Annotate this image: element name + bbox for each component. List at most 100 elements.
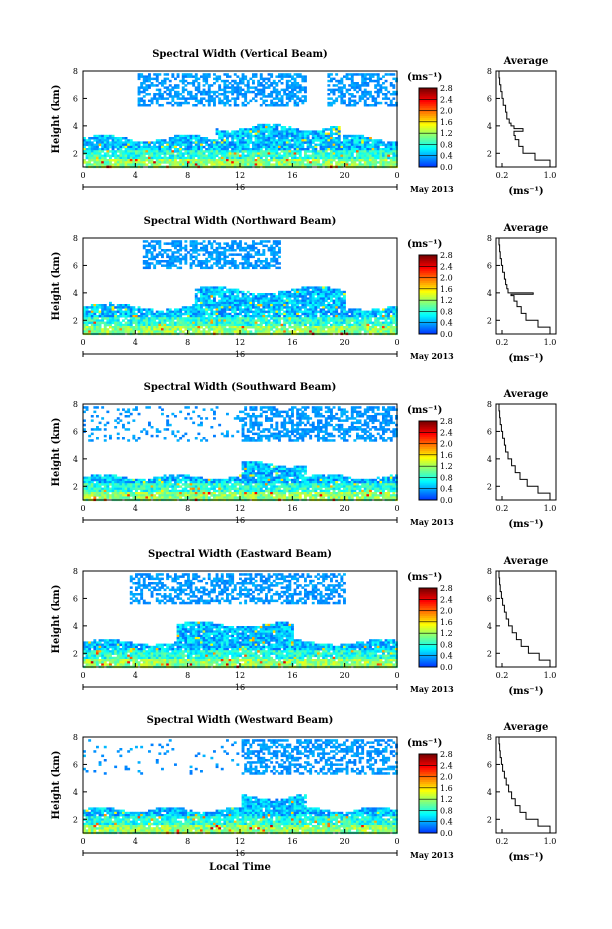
heatmap-cell	[88, 139, 92, 142]
heatmap-cell	[296, 104, 300, 107]
heatmap-cell	[283, 154, 287, 158]
heatmap-cell	[111, 321, 115, 325]
heatmap-cell	[384, 312, 388, 316]
heatmap-cell	[158, 93, 162, 96]
heatmap-cell	[254, 145, 258, 149]
heatmap-cell	[132, 330, 136, 333]
heatmap-cell	[304, 150, 307, 153]
heatmap-cell	[124, 159, 128, 162]
heatmap-cell	[101, 321, 105, 325]
heatmap-cell	[382, 97, 385, 100]
heatmap-cell	[228, 249, 232, 252]
heatmap-cell	[132, 150, 136, 153]
heatmap-cell	[223, 88, 227, 92]
heatmap-cell	[239, 299, 242, 303]
heatmap-cell	[171, 75, 175, 78]
heatmap-cell	[335, 306, 339, 309]
heatmap-cell	[288, 321, 292, 325]
heatmap-cell	[332, 141, 336, 144]
heatmap-cell	[324, 299, 328, 303]
heatmap-cell	[189, 97, 193, 100]
heatmap-cell	[335, 126, 339, 129]
heatmap-cell	[330, 156, 333, 160]
heatmap-cell	[259, 77, 263, 81]
heatmap-cell	[142, 95, 146, 98]
heatmap-cell	[283, 90, 287, 94]
heatmap-cell	[241, 163, 245, 166]
heatmap-cell	[306, 134, 310, 138]
heatmap-cell	[327, 97, 331, 100]
heatmap-cell	[252, 255, 255, 259]
heatmap-cell	[285, 319, 289, 322]
heatmap-cell	[298, 139, 302, 142]
heatmap-cell	[184, 145, 188, 149]
heatmap-cell	[106, 148, 110, 151]
heatmap-cell	[293, 328, 297, 331]
heatmap-cell	[88, 487, 92, 491]
heatmap-cell	[200, 249, 203, 252]
heatmap-cell	[176, 328, 180, 331]
heatmap-cell	[361, 84, 365, 87]
heatmap-cell	[254, 132, 258, 136]
heatmap-cell	[376, 93, 380, 96]
heatmap-cell	[382, 321, 385, 325]
heatmap-cell	[174, 95, 177, 98]
heatmap-cell	[150, 148, 154, 151]
heatmap-cell	[155, 330, 159, 333]
heatmap-cell	[168, 161, 172, 164]
heatmap-cell	[350, 328, 354, 331]
heatmap-cell	[223, 134, 227, 138]
heatmap-cell	[244, 246, 248, 250]
heatmap-cell	[343, 319, 346, 322]
heatmap-cell	[275, 97, 279, 100]
heatmap-cell	[116, 141, 120, 144]
heatmap-cell	[348, 101, 352, 105]
heatmap-cell	[374, 310, 378, 314]
colorbar-swatch	[419, 270, 437, 274]
heatmap-cell	[288, 126, 292, 129]
x-tick-label: 0	[394, 171, 399, 180]
heatmap-cell	[106, 134, 110, 138]
heatmap-cell	[106, 328, 110, 331]
heatmap-cell	[322, 134, 326, 138]
colorbar-swatch	[419, 314, 437, 317]
heatmap-cell	[233, 79, 237, 83]
heatmap-cell	[265, 163, 268, 166]
heatmap-cell	[231, 240, 235, 243]
profile-y-tick-label: 8	[487, 67, 492, 76]
heatmap-cell	[311, 297, 315, 300]
heatmap-cell	[254, 306, 258, 309]
heatmap-cell	[244, 132, 248, 136]
heatmap-cell	[90, 321, 94, 325]
heatmap-cell	[233, 315, 237, 318]
heatmap-cell	[280, 150, 284, 153]
heatmap-cell	[384, 323, 388, 327]
heatmap-cell	[142, 159, 146, 162]
heatmap-cell	[168, 90, 172, 94]
heatmap-cell	[155, 317, 159, 320]
heatmap-cell	[322, 152, 326, 155]
heatmap-cell	[309, 154, 313, 158]
heatmap-cell	[223, 150, 227, 153]
heatmap-cell	[205, 159, 209, 162]
heatmap-cell	[262, 321, 266, 325]
heatmap-cell	[246, 255, 250, 259]
heatmap-cell	[207, 104, 211, 107]
heatmap-cell	[252, 90, 255, 94]
heatmap-cell	[285, 330, 289, 333]
heatmap-cell	[114, 330, 118, 333]
heatmap-cell	[233, 104, 237, 107]
heatmap-cell	[322, 148, 326, 151]
heatmap-cell	[288, 159, 292, 162]
heatmap-cell	[246, 295, 250, 298]
heatmap-cell	[140, 308, 144, 311]
heatmap-cell	[298, 134, 302, 138]
heatmap-cell	[324, 295, 328, 298]
heatmap-cell	[111, 319, 115, 322]
heatmap-cell	[353, 150, 357, 153]
heatmap-cell	[374, 321, 378, 325]
heatmap-cell	[343, 321, 346, 325]
heatmap-cell	[330, 290, 333, 294]
heatmap-cell	[215, 79, 219, 83]
